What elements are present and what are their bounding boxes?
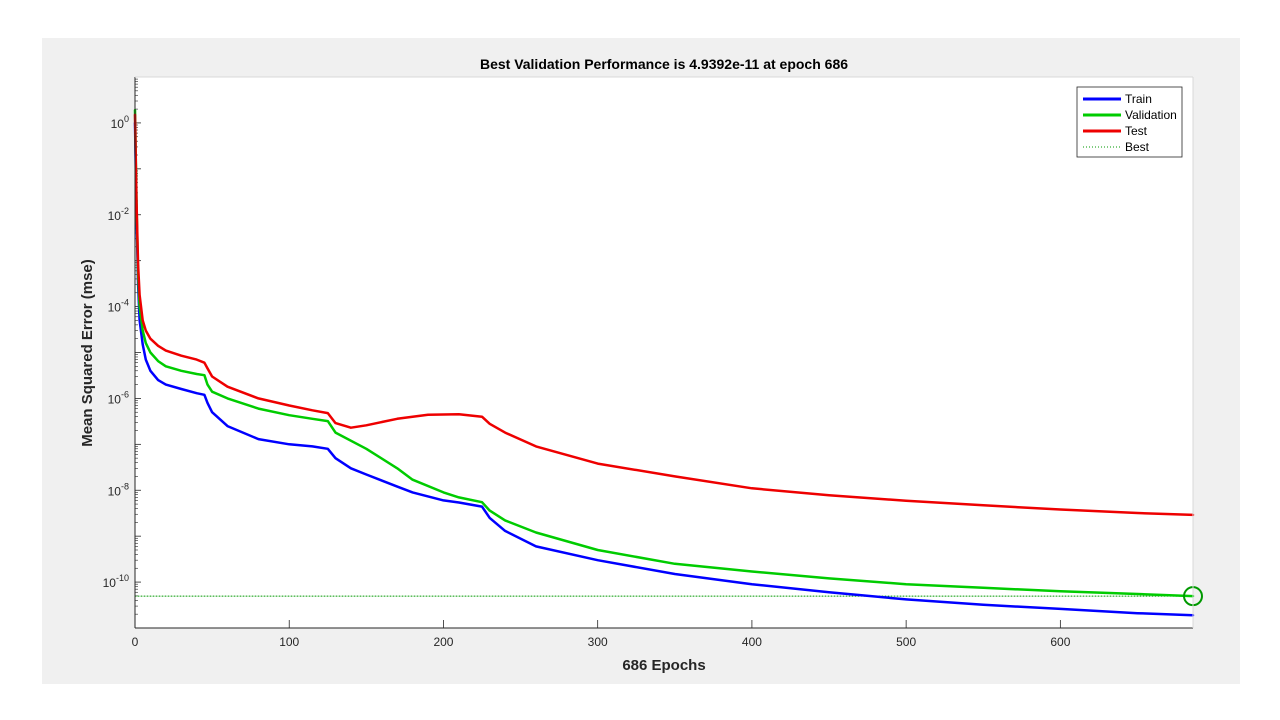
series-line-test xyxy=(133,113,1195,517)
legend-label-best: Best xyxy=(1125,140,1150,154)
y-tick-label: 10-8 xyxy=(108,481,129,498)
series-line-train xyxy=(133,121,1195,617)
y-axis-title: Mean Squared Error (mse) xyxy=(79,259,96,447)
y-tick-label: 10-6 xyxy=(108,389,129,406)
legend-label-validation: Validation xyxy=(1125,108,1177,122)
legend: Train Validation Test Best xyxy=(1076,86,1183,158)
x-axis-title: 686 Epochs xyxy=(622,657,705,674)
x-tick-label: 100 xyxy=(279,635,299,649)
plot-area xyxy=(135,77,1193,628)
chart-figure: 0 100 200 300 400 500 600 100 10-2 10-4 10-6 10-8 1… xyxy=(42,38,1240,684)
y-tick-label: 10-2 xyxy=(108,206,129,223)
x-tick-label: 0 xyxy=(132,635,139,649)
legend-label-test: Test xyxy=(1125,124,1148,138)
x-tick-label: 200 xyxy=(433,635,453,649)
x-tick-label: 500 xyxy=(896,635,916,649)
x-ticks-layer: 0 100 200 300 400 500 600 xyxy=(132,620,1071,649)
x-tick-label: 600 xyxy=(1050,635,1070,649)
y-ticks-layer: 100 10-2 10-4 10-6 10-8 10-10 xyxy=(103,114,129,590)
x-tick-label: 400 xyxy=(742,635,762,649)
series-line-validation xyxy=(133,108,1195,598)
performance-plot: 0 100 200 300 400 500 600 10010-210-410-610-81… xyxy=(79,56,1203,674)
y-tick-label: 100 xyxy=(111,114,129,131)
x-tick-label: 300 xyxy=(588,635,608,649)
legend-label-train: Train xyxy=(1125,92,1152,106)
y-tick-label: 10-4 xyxy=(108,298,129,315)
y-tick-label: 10-10 xyxy=(103,573,129,590)
chart-title: Best Validation Performance is 4.9392e-1… xyxy=(480,56,848,72)
